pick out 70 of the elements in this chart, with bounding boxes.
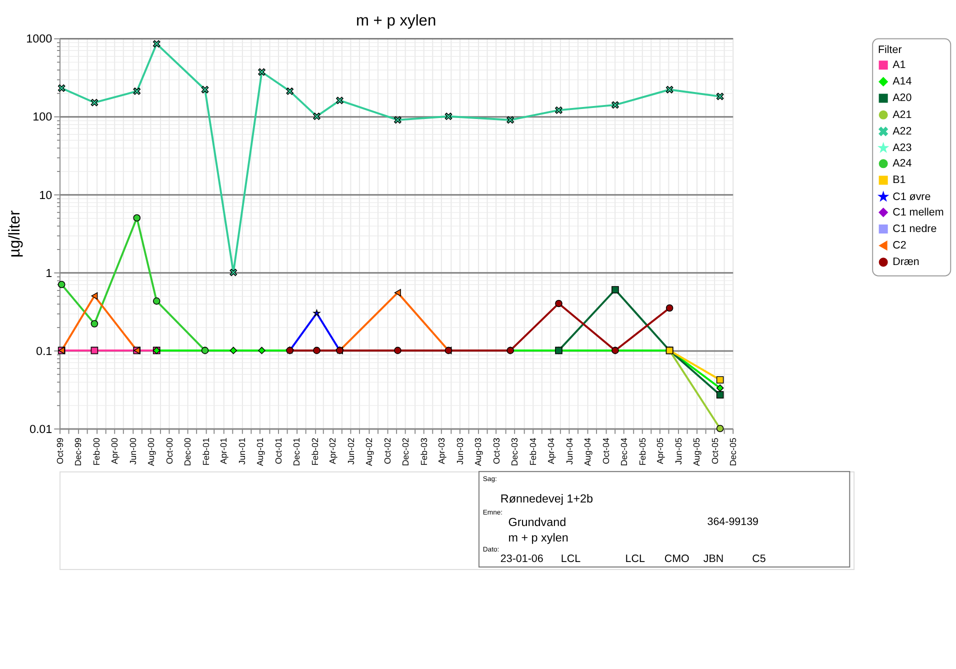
text: m + p xylen	[508, 532, 568, 545]
legend-label: A23	[892, 142, 912, 154]
legend-label: B1	[892, 174, 906, 186]
x-tick-label: Aug-02	[364, 438, 374, 466]
chart-title: m + p xylen	[356, 12, 436, 30]
legend-label: A1	[892, 59, 906, 72]
x-tick-label: Apr-01	[218, 438, 229, 464]
y-axis-title: µg/liter	[6, 210, 24, 258]
x-tick-label: Jun-05	[673, 438, 684, 465]
text: LCL	[625, 553, 646, 566]
x-tick-label: Aug-03	[473, 438, 484, 466]
x-tick-label: Dec-01	[292, 438, 302, 466]
legend-label: A14	[892, 76, 912, 88]
x-tick-label: Apr-04	[546, 438, 556, 464]
text: JBN	[703, 553, 724, 566]
x-tick-label: Jun-00	[128, 438, 138, 465]
x-tick-label: Aug-00	[146, 438, 156, 466]
x-tick-label: Oct-99	[54, 438, 65, 464]
x-tick-label: Dec-99	[73, 438, 84, 466]
legend-label: C1 nedre	[892, 222, 937, 235]
legend-label: C1 mellem	[892, 206, 944, 218]
x-tick-label: Apr-05	[655, 438, 666, 464]
x-tick-label: Dec-05	[728, 438, 738, 466]
x-tick-label: Jun-03	[454, 438, 465, 465]
legend-label: A24	[892, 158, 912, 170]
text: LCL	[560, 553, 581, 566]
x-tick-label: Jun-01	[236, 438, 247, 465]
y-tick-label: 1	[46, 266, 52, 280]
y-tick-label: 10	[39, 188, 53, 202]
legend-label: C1 øvre	[892, 190, 931, 203]
text: CMO	[664, 553, 690, 566]
text: Grundvand	[508, 516, 566, 530]
y-tick-label: 0.1	[36, 344, 52, 358]
x-tick-label: Aug-04	[582, 438, 593, 466]
legend-label: A20	[892, 92, 912, 104]
x-tick-label: Oct-02	[382, 438, 392, 464]
x-tick-label: Feb-03	[419, 438, 430, 466]
text: Rønnedevej 1+2b	[500, 492, 594, 506]
x-tick-label: Feb-00	[92, 438, 102, 466]
x-tick-label: Dec-00	[182, 438, 192, 466]
x-tick-label: Feb-02	[310, 438, 320, 466]
x-tick-label: Oct-01	[273, 438, 284, 464]
x-tick-label: Dec-02	[400, 438, 411, 466]
legend-label: Dræn	[892, 256, 920, 268]
x-tick-label: Dec-03	[510, 438, 520, 466]
legend-label: A22	[892, 125, 912, 138]
text: C5	[752, 553, 766, 566]
x-tick-label: Oct-00	[164, 438, 174, 464]
text: 23-01-06	[500, 553, 544, 566]
text: 364-99139	[707, 516, 759, 528]
x-tick-label: Jun-02	[346, 438, 356, 465]
x-tick-label: Oct-05	[710, 438, 720, 464]
x-tick-label: Dec-04	[618, 438, 629, 466]
x-tick-label: Oct-03	[491, 438, 502, 464]
y-tick-label: 0.01	[29, 422, 52, 436]
x-tick-label: Aug-01	[255, 438, 266, 466]
x-tick-label: Feb-01	[201, 438, 212, 466]
x-tick-label: Oct-04	[600, 438, 611, 464]
x-tick-label: Aug-05	[692, 438, 702, 466]
x-tick-label: Apr-02	[328, 438, 338, 464]
legend-label: C2	[892, 240, 906, 252]
legend-label: A21	[892, 108, 912, 121]
x-tick-label: Jun-04	[564, 438, 574, 465]
legend-title: Filter	[878, 44, 902, 56]
x-tick-label: Apr-00	[110, 438, 120, 464]
x-tick-label: Feb-04	[528, 438, 538, 466]
x-tick-label: Apr-03	[436, 438, 447, 464]
y-tick-label: 1000	[26, 32, 53, 46]
y-tick-label: 100	[32, 110, 53, 124]
x-tick-label: Feb-05	[638, 438, 648, 466]
